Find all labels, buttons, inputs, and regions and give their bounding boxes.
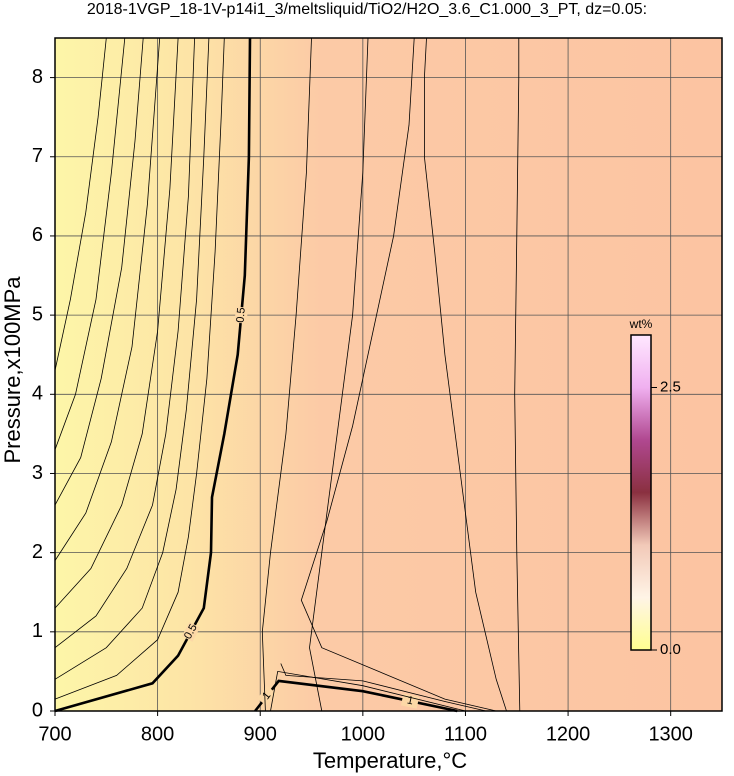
contour-line [309,37,369,712]
contour-label-bg [181,621,201,642]
x-tick-label: 1300 [648,723,693,745]
x-tick-label: 900 [244,723,277,745]
plot-background [55,38,722,711]
contour-line [300,37,497,712]
contour-line [54,37,144,506]
contour-line [54,37,210,680]
contour-line [54,37,107,371]
x-tick-label: 1000 [341,723,386,745]
contour-line [54,37,225,700]
contour-line [514,38,521,712]
contour-line [54,37,161,561]
colorbar-label: wt% [629,317,653,331]
contour-line [54,37,179,609]
x-tick-label: 800 [141,723,174,745]
contour-label-bg [400,693,420,709]
x-axis-label: Temperature,°C [313,748,467,773]
contour-line [280,663,487,712]
plot-frame [54,37,723,712]
y-tick-label: 7 [32,145,43,167]
y-tick-label: 1 [32,620,43,642]
y-tick-label: 3 [32,462,43,484]
y-tick-label: 8 [32,66,43,88]
y-tick-label: 0 [32,699,43,721]
contour-line [424,37,507,712]
contour-line [54,37,195,649]
x-tick-label: 1200 [546,723,591,745]
contour-label: 1 [406,695,414,708]
chart-title: 2018-1VGP_18-1V-p14i1_3/meltsliquid/TiO2… [87,1,647,18]
y-axis-label: Pressure,x100MPa [0,276,25,464]
y-tick-label: 2 [32,541,43,563]
contour-label-bg [234,306,248,324]
y-tick-label: 4 [32,383,43,405]
y-tick-label: 6 [32,224,43,246]
y-tick-label: 5 [32,303,43,325]
x-tick-label: 1100 [444,723,487,745]
colorbar-tick-label: 2.5 [660,378,681,395]
contour-line [270,670,466,712]
colorbar-tick-label: 0.0 [660,641,681,658]
contour-line [54,37,126,450]
contour-line [54,37,252,713]
colorbar [630,334,652,651]
x-tick-label: 700 [38,723,71,745]
contour-label: 0.5 [234,307,247,323]
contour-line [261,37,312,712]
contour-label-bg [257,685,277,706]
